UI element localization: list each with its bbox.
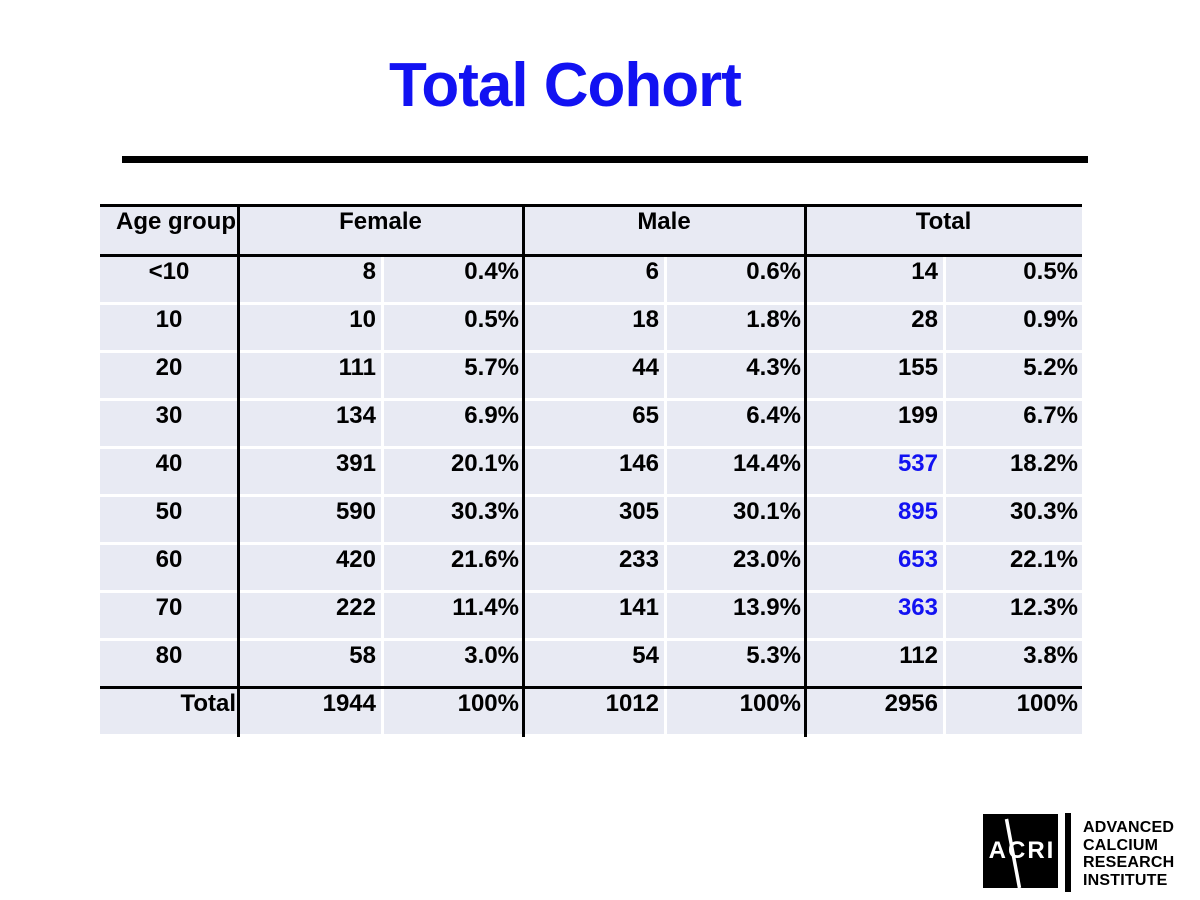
cell-male-count: 18 [523, 305, 664, 350]
cell-female-count: 134 [238, 401, 381, 446]
cell-male-pct: 30.1% [664, 497, 805, 542]
total-total-count: 2956 [805, 689, 943, 734]
cell-male-pct: 0.6% [664, 257, 805, 302]
cell-age: 60 [100, 545, 238, 590]
cell-age: <10 [100, 257, 238, 302]
cell-male-count: 141 [523, 593, 664, 638]
cell-total-count: 895 [805, 497, 943, 542]
cell-female-count: 420 [238, 545, 381, 590]
cell-total-pct: 3.8% [943, 641, 1082, 686]
cell-total-pct: 0.9% [943, 305, 1082, 350]
header-total: Total [805, 207, 1082, 254]
acri-diagonal-icon [1004, 818, 1022, 888]
cell-male-pct: 13.9% [664, 593, 805, 638]
cell-female-pct: 5.7% [381, 353, 523, 398]
cell-age: 20 [100, 353, 238, 398]
cell-female-count: 111 [238, 353, 381, 398]
cell-female-pct: 0.5% [381, 305, 523, 350]
table-vline-male-total [804, 204, 807, 737]
cell-total-count: 363 [805, 593, 943, 638]
acri-wordmark: ACRI [988, 837, 1056, 864]
cell-age: 30 [100, 401, 238, 446]
cohort-table-grid: Age group Female Male Total Total 1944 1… [100, 204, 1082, 737]
cell-age: 80 [100, 641, 238, 686]
cell-male-count: 65 [523, 401, 664, 446]
total-female-pct: 100% [381, 689, 523, 734]
header-male: Male [523, 207, 805, 254]
cell-total-count: 653 [805, 545, 943, 590]
cell-male-count: 146 [523, 449, 664, 494]
cell-age: 50 [100, 497, 238, 542]
cell-female-pct: 0.4% [381, 257, 523, 302]
cell-total-pct: 22.1% [943, 545, 1082, 590]
header-age-group: Age group [100, 207, 238, 254]
total-label: Total [100, 689, 238, 734]
cell-total-count: 14 [805, 257, 943, 302]
slide-title: Total Cohort [389, 51, 742, 120]
logo-name-line: RESEARCH [1083, 854, 1175, 871]
cell-total-count: 537 [805, 449, 943, 494]
logo-name-line: CALCIUM [1083, 836, 1159, 854]
header-female: Female [238, 207, 523, 254]
cell-male-pct: 5.3% [664, 641, 805, 686]
logo-divider [1065, 813, 1071, 892]
cell-female-pct: 6.9% [381, 401, 523, 446]
logo-name-line: ADVANCED [1083, 819, 1175, 836]
cell-male-pct: 1.8% [664, 305, 805, 350]
cell-male-count: 305 [523, 497, 664, 542]
cell-total-count: 155 [805, 353, 943, 398]
cell-total-pct: 18.2% [943, 449, 1082, 494]
cell-female-pct: 3.0% [381, 641, 523, 686]
cell-total-pct: 6.7% [943, 401, 1082, 446]
cell-male-pct: 6.4% [664, 401, 805, 446]
cell-male-pct: 14.4% [664, 449, 805, 494]
cell-total-pct: 12.3% [943, 593, 1082, 638]
cell-age: 70 [100, 593, 238, 638]
cell-age: 40 [100, 449, 238, 494]
cohort-table: Age group Female Male Total Total 1944 1… [100, 204, 1082, 737]
total-male-count: 1012 [523, 689, 664, 734]
cell-male-count: 54 [523, 641, 664, 686]
cell-female-count: 391 [238, 449, 381, 494]
cell-male-count: 44 [523, 353, 664, 398]
acri-logo-mark: ACRI [983, 814, 1058, 888]
table-hline-below-header [100, 254, 1082, 257]
cell-total-pct: 30.3% [943, 497, 1082, 542]
cell-female-count: 10 [238, 305, 381, 350]
cell-female-count: 590 [238, 497, 381, 542]
cell-total-count: 199 [805, 401, 943, 446]
table-hline-above-total [100, 686, 1082, 689]
cell-male-count: 6 [523, 257, 664, 302]
cell-total-pct: 0.5% [943, 257, 1082, 302]
cell-age: 10 [100, 305, 238, 350]
cell-female-pct: 11.4% [381, 593, 523, 638]
table-vline-agegroup-female [237, 204, 240, 737]
cell-female-pct: 30.3% [381, 497, 523, 542]
cell-female-count: 8 [238, 257, 381, 302]
title-rule [122, 156, 1088, 163]
cell-total-count: 112 [805, 641, 943, 686]
cell-total-count: 28 [805, 305, 943, 350]
cell-male-pct: 23.0% [664, 545, 805, 590]
cell-total-pct: 5.2% [943, 353, 1082, 398]
logo-name-line: INSTITUTE [1083, 871, 1168, 889]
cell-female-count: 222 [238, 593, 381, 638]
table-vline-female-male [522, 204, 525, 737]
cell-male-pct: 4.3% [664, 353, 805, 398]
logo-name: ADVANCED CALCIUM RESEARCH INSTITUTE [1083, 819, 1174, 889]
total-female-count: 1944 [238, 689, 381, 734]
cell-female-count: 58 [238, 641, 381, 686]
total-male-pct: 100% [664, 689, 805, 734]
cell-female-pct: 21.6% [381, 545, 523, 590]
table-hline-top [100, 204, 1082, 207]
cell-male-count: 233 [523, 545, 664, 590]
cell-female-pct: 20.1% [381, 449, 523, 494]
total-total-pct: 100% [943, 689, 1082, 734]
